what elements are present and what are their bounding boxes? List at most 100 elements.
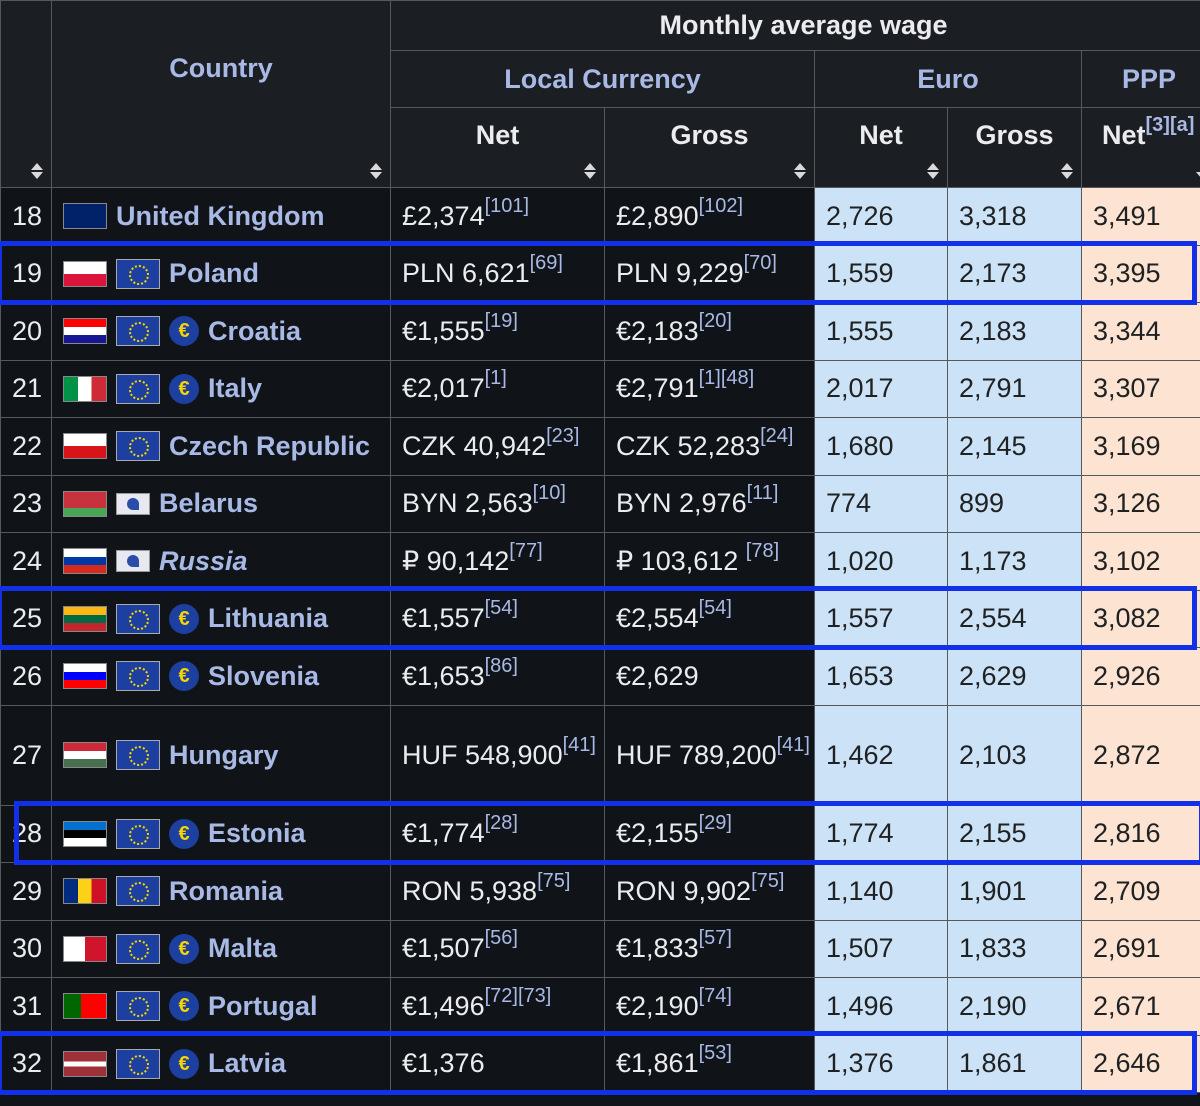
reference-link[interactable]: [57] <box>698 927 732 950</box>
country-flag-icon[interactable] <box>63 605 107 632</box>
reference-link[interactable]: [102] <box>698 194 744 217</box>
country-link[interactable]: Slovenia <box>208 660 320 691</box>
country-cell[interactable]: € Latvia <box>51 1034 391 1093</box>
country-link[interactable]: Hungary <box>169 739 279 770</box>
reference-link[interactable]: [54] <box>698 597 732 620</box>
country-link[interactable]: Belarus <box>159 488 259 519</box>
rank-header[interactable] <box>0 0 52 188</box>
reference-link[interactable]: [41] <box>562 733 596 756</box>
country-flag-icon[interactable] <box>63 742 107 768</box>
country-header[interactable]: Country <box>51 0 391 188</box>
country-link[interactable]: Romania <box>169 875 284 906</box>
eurozone-icon[interactable]: € <box>169 316 199 347</box>
reference-link[interactable]: [29] <box>698 812 732 835</box>
reference-link[interactable]: [74] <box>698 984 732 1007</box>
country-flag-icon[interactable] <box>63 878 107 905</box>
eu-flag-icon[interactable] <box>116 661 160 692</box>
country-flag-icon[interactable] <box>63 548 107 575</box>
reference-link[interactable]: [19] <box>484 309 518 332</box>
country-cell[interactable]: € Slovenia <box>51 647 391 706</box>
country-flag-icon[interactable] <box>63 820 107 847</box>
country-link[interactable]: Croatia <box>208 315 302 346</box>
eurozone-icon[interactable]: € <box>169 991 199 1022</box>
country-flag-icon[interactable] <box>63 375 107 402</box>
reference-link[interactable]: [1] <box>484 367 507 390</box>
reference-link[interactable]: [75] <box>537 869 571 892</box>
reference-link[interactable]: [10] <box>532 482 566 505</box>
country-header-label[interactable]: Country <box>169 52 273 83</box>
country-cell[interactable]: € Portugal <box>51 977 391 1036</box>
eurozone-icon[interactable]: € <box>169 661 199 692</box>
country-flag-icon[interactable] <box>63 433 107 460</box>
eu-flag-icon[interactable] <box>116 818 160 849</box>
local-currency-header[interactable]: Local Currency <box>390 50 815 108</box>
country-link[interactable]: Latvia <box>208 1048 287 1079</box>
country-flag-icon[interactable] <box>63 260 107 287</box>
reference-link[interactable]: [78] <box>745 539 780 562</box>
eu-flag-icon[interactable] <box>116 373 160 404</box>
ppp-header[interactable]: PPP <box>1080 50 1200 108</box>
country-cell[interactable]: Poland <box>51 244 391 303</box>
reference-link[interactable]: [86] <box>484 654 518 677</box>
country-link[interactable]: Russia <box>159 545 248 576</box>
reference-link[interactable]: [72][73] <box>484 984 552 1007</box>
reference-link[interactable]: [23] <box>546 424 580 447</box>
eu-flag-icon[interactable] <box>116 258 160 289</box>
country-link[interactable]: Poland <box>169 258 260 289</box>
reference-link[interactable]: [1][48] <box>698 367 755 390</box>
country-link[interactable]: Lithuania <box>208 603 328 634</box>
eaeu-flag-icon[interactable] <box>116 550 150 573</box>
country-cell[interactable]: € Malta <box>51 919 391 978</box>
country-cell[interactable]: € Estonia <box>51 804 391 863</box>
country-link[interactable]: United Kingdom <box>116 200 325 231</box>
country-flag-icon[interactable] <box>63 203 107 230</box>
country-flag-icon[interactable] <box>63 663 107 690</box>
ppp-net-header[interactable]: Net[3][a] <box>1080 107 1200 188</box>
country-cell[interactable]: € Lithuania <box>51 589 391 648</box>
eu-flag-icon[interactable] <box>116 431 160 462</box>
reference-link[interactable]: [53] <box>698 1042 732 1065</box>
ppp-net-refs[interactable]: [3][a] <box>1145 114 1195 136</box>
country-cell[interactable]: € Croatia <box>51 302 391 361</box>
country-flag-icon[interactable] <box>63 935 107 962</box>
reference-link[interactable]: [54] <box>484 597 518 620</box>
reference-link[interactable]: [75] <box>751 869 785 892</box>
country-cell[interactable]: Romania <box>51 862 391 921</box>
reference-link[interactable]: [69] <box>529 252 563 275</box>
reference-link[interactable]: [77] <box>509 539 543 562</box>
euro-header[interactable]: Euro <box>814 50 1082 108</box>
eu-flag-icon[interactable] <box>116 740 160 770</box>
country-flag-icon[interactable] <box>63 318 107 345</box>
reference-link[interactable]: [28] <box>484 812 518 835</box>
country-cell[interactable]: € Italy <box>51 359 391 418</box>
eu-flag-icon[interactable] <box>116 603 160 634</box>
country-cell[interactable]: Hungary <box>51 704 391 806</box>
country-link[interactable]: Estonia <box>208 818 306 849</box>
reference-link[interactable]: [101] <box>484 194 530 217</box>
eaeu-flag-icon[interactable] <box>116 492 150 515</box>
euro-gross-header[interactable]: Gross <box>947 107 1082 188</box>
country-flag-icon[interactable] <box>63 993 107 1020</box>
country-link[interactable]: Malta <box>208 933 278 964</box>
eu-flag-icon[interactable] <box>116 1048 160 1079</box>
country-cell[interactable]: Russia <box>51 532 391 591</box>
eu-flag-icon[interactable] <box>116 991 160 1022</box>
country-flag-icon[interactable] <box>63 1050 107 1077</box>
eurozone-icon[interactable]: € <box>169 603 199 634</box>
eurozone-icon[interactable]: € <box>169 818 199 849</box>
reference-link[interactable]: [20] <box>698 309 732 332</box>
local-net-header[interactable]: Net <box>390 107 605 188</box>
country-cell[interactable]: Belarus <box>51 474 391 533</box>
eu-flag-icon[interactable] <box>116 876 160 907</box>
eurozone-icon[interactable]: € <box>169 373 199 404</box>
eurozone-icon[interactable]: € <box>169 933 199 964</box>
eurozone-icon[interactable]: € <box>169 1048 199 1079</box>
country-flag-icon[interactable] <box>63 490 107 517</box>
country-link[interactable]: Portugal <box>208 990 318 1021</box>
reference-link[interactable]: [70] <box>743 252 777 275</box>
reference-link[interactable]: [56] <box>484 927 518 950</box>
eu-flag-icon[interactable] <box>116 316 160 347</box>
reference-link[interactable]: [24] <box>760 424 794 447</box>
local-gross-header[interactable]: Gross <box>604 107 815 188</box>
country-link[interactable]: Czech Republic <box>169 430 371 461</box>
